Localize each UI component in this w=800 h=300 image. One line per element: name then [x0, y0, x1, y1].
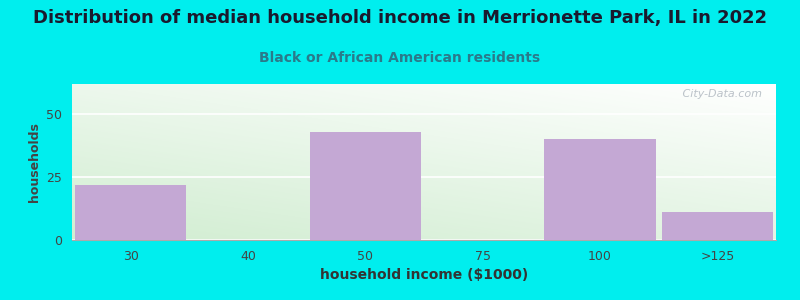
Text: Black or African American residents: Black or African American residents — [259, 51, 541, 65]
Bar — [75, 184, 186, 240]
Bar — [310, 132, 421, 240]
Text: Distribution of median household income in Merrionette Park, IL in 2022: Distribution of median household income … — [33, 9, 767, 27]
X-axis label: household income ($1000): household income ($1000) — [320, 268, 528, 282]
Y-axis label: households: households — [28, 122, 41, 202]
Text: City-Data.com: City-Data.com — [679, 89, 762, 99]
Bar — [662, 212, 773, 240]
Bar — [544, 140, 656, 240]
